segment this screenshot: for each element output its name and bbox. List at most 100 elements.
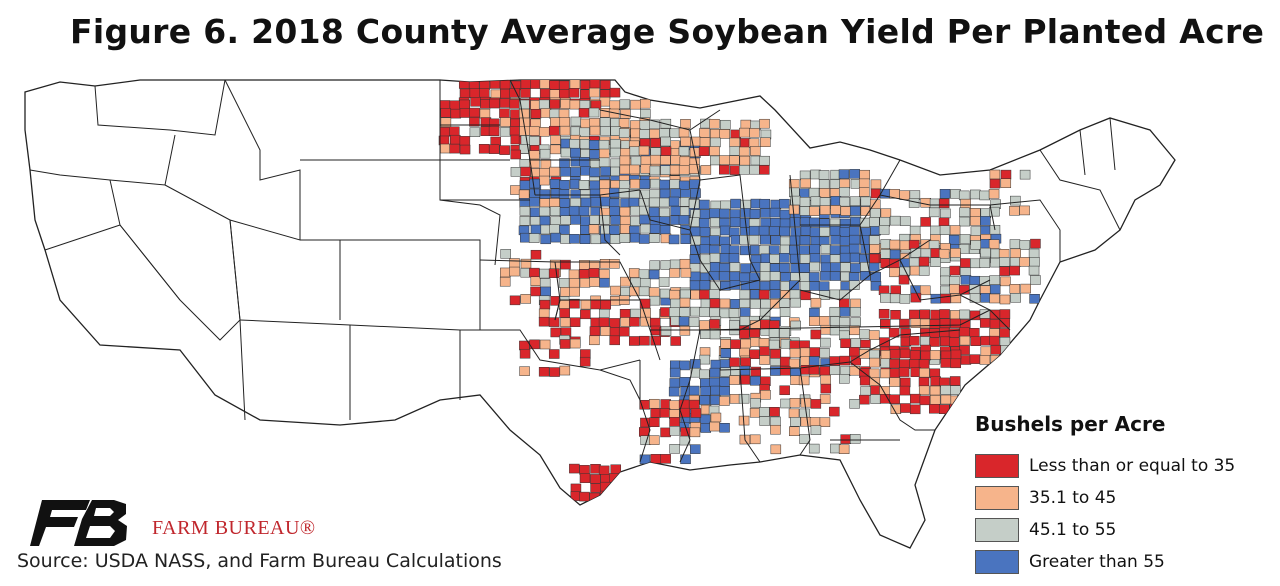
county-patch	[519, 348, 531, 359]
county-patch	[710, 128, 721, 139]
county-patch	[530, 216, 541, 226]
county-patch	[550, 216, 561, 226]
county-patch	[449, 100, 461, 111]
county-patch	[660, 307, 671, 317]
county-patch	[719, 298, 731, 309]
county-patch	[849, 234, 860, 245]
county-patch	[739, 375, 751, 385]
county-patch	[880, 358, 892, 369]
county-patch	[779, 226, 790, 237]
county-patch	[759, 355, 770, 365]
county-patch	[440, 108, 451, 118]
county-patch	[870, 385, 881, 395]
county-patch	[750, 366, 762, 377]
county-patch	[539, 215, 551, 226]
county-patch	[840, 262, 851, 272]
county-patch	[709, 208, 720, 218]
county-patch	[519, 216, 531, 226]
county-patch	[880, 249, 891, 259]
county-patch	[630, 120, 641, 130]
county-patch	[649, 197, 660, 208]
county-patch	[940, 394, 952, 405]
county-patch	[909, 393, 921, 404]
county-patch	[599, 179, 610, 190]
county-patch	[580, 166, 591, 176]
county-patch	[619, 164, 631, 175]
county-patch	[618, 118, 630, 128]
county-patch	[690, 444, 701, 454]
county-patch	[970, 258, 981, 269]
county-patch	[549, 198, 560, 208]
county-patch	[629, 146, 641, 156]
county-patch	[720, 339, 731, 349]
county-patch	[589, 326, 601, 336]
county-patch	[860, 386, 871, 396]
county-patch	[779, 366, 791, 376]
county-patch	[610, 464, 622, 474]
county-patch	[869, 357, 880, 368]
county-patch	[588, 107, 600, 118]
county-patch	[939, 189, 951, 199]
county-patch	[738, 393, 750, 404]
county-patch	[868, 262, 880, 272]
county-patch	[758, 245, 770, 255]
county-patch	[829, 365, 841, 375]
county-patch	[549, 166, 560, 177]
county-patch	[709, 252, 721, 263]
county-patch	[500, 267, 511, 278]
county-patch	[839, 298, 850, 309]
county-patch	[880, 239, 892, 249]
county-patch	[839, 252, 851, 263]
county-patch	[740, 357, 751, 368]
county-patch	[610, 138, 621, 149]
county-patch	[689, 271, 701, 282]
county-patch	[459, 88, 471, 99]
county-patch	[609, 259, 620, 269]
county-patch	[929, 395, 941, 405]
county-patch	[579, 465, 590, 475]
county-patch	[769, 298, 781, 309]
county-patch	[980, 346, 992, 357]
county-patch	[619, 233, 631, 243]
county-patch	[709, 421, 720, 432]
county-patch	[770, 444, 782, 455]
county-patch	[800, 347, 811, 358]
county-patch	[819, 226, 831, 237]
county-patch	[819, 366, 831, 376]
county-patch	[959, 216, 970, 227]
county-patch	[830, 235, 841, 245]
county-patch	[539, 206, 550, 217]
county-patch	[638, 286, 650, 297]
county-patch	[1000, 169, 1012, 180]
county-patch	[848, 272, 860, 282]
county-patch	[630, 128, 641, 139]
county-patch	[570, 116, 582, 127]
county-patch	[580, 118, 591, 129]
county-patch	[640, 223, 651, 234]
county-patch	[779, 244, 791, 255]
county-patch	[890, 285, 901, 295]
county-patch	[938, 248, 950, 259]
county-patch	[540, 286, 551, 297]
county-patch	[979, 258, 991, 268]
county-patch	[509, 258, 520, 268]
county-patch	[679, 407, 691, 418]
county-patch	[729, 155, 740, 166]
county-patch	[918, 256, 930, 267]
county-patch	[628, 268, 640, 278]
county-patch	[590, 197, 602, 207]
county-patch	[849, 206, 861, 216]
county-patch	[649, 295, 661, 306]
county-patch	[539, 268, 550, 279]
county-patch	[840, 206, 852, 216]
county-patch	[669, 444, 680, 454]
county-patch	[889, 249, 901, 260]
county-patch	[618, 128, 630, 138]
county-patch	[510, 167, 522, 177]
county-patch	[940, 385, 951, 395]
county-patch	[740, 208, 751, 218]
county-patch	[478, 144, 490, 154]
county-patch	[538, 308, 550, 319]
county-patch	[920, 350, 932, 361]
county-patch	[729, 217, 741, 228]
